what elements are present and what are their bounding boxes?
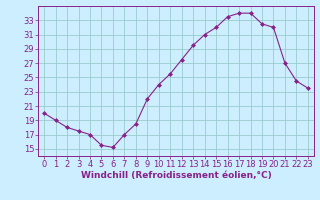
X-axis label: Windchill (Refroidissement éolien,°C): Windchill (Refroidissement éolien,°C) bbox=[81, 171, 271, 180]
